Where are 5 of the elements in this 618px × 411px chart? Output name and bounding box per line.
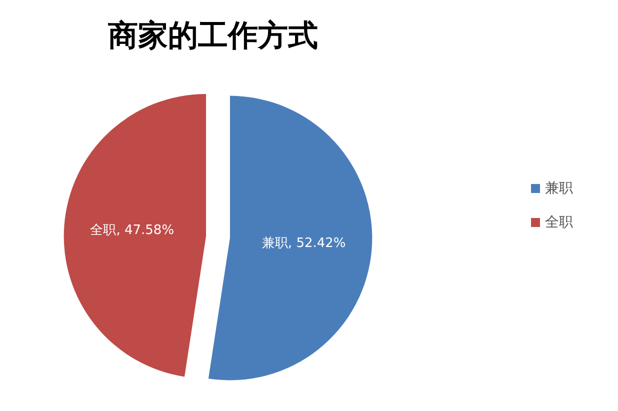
chart-title: 商家的工作方式 — [108, 18, 318, 54]
legend-label: 兼职 — [545, 180, 573, 196]
data-label: 全职, 47.58% — [90, 223, 174, 238]
legend-label: 全职 — [545, 214, 573, 230]
data-label: 兼职, 52.42% — [262, 236, 346, 252]
